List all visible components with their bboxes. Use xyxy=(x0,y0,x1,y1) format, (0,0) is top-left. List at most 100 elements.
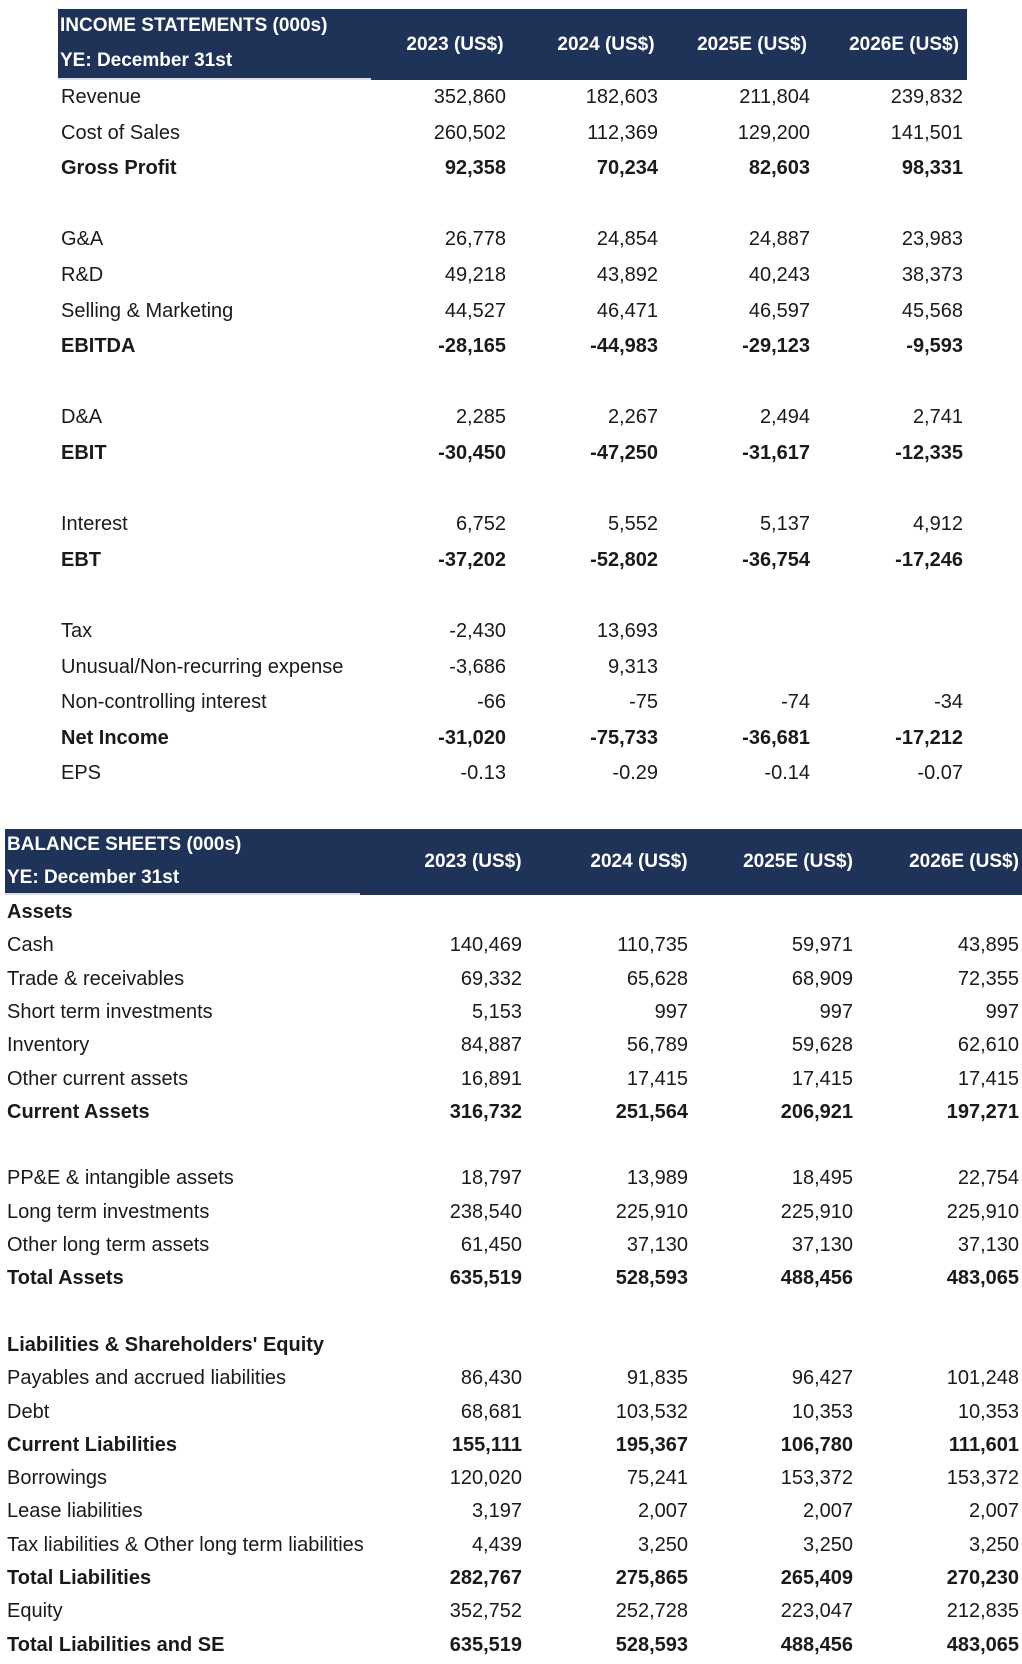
table-row: Total Liabilities and SE 635,519 528,593 48… xyxy=(0,1631,1022,1661)
cell-value: 212,835 xyxy=(946,1600,1019,1623)
cell-value: 140,469 xyxy=(449,934,522,957)
cell-value: 2,007 xyxy=(802,1500,853,1523)
cell-value: -44,983 xyxy=(590,335,658,358)
column-header-2026e: 2026E (US$) xyxy=(909,851,1019,872)
row-label: R&D xyxy=(61,264,104,286)
balance-sheet-title: BALANCE SHEETS (000s) xyxy=(7,834,242,855)
cell-value: -9,593 xyxy=(906,335,963,358)
table-row: Equity 352,752 252,728 223,047 212,835 xyxy=(0,1597,1022,1627)
cell-value: 26,778 xyxy=(444,228,506,251)
cell-value: 17,415 xyxy=(957,1067,1019,1090)
cell-value: 65,628 xyxy=(626,967,688,990)
cell-value: -37,202 xyxy=(438,548,506,571)
cell-value: 528,593 xyxy=(615,1633,688,1656)
cell-value: 10,353 xyxy=(791,1400,853,1423)
cell-value: 23,983 xyxy=(901,228,963,251)
cell-value: 43,895 xyxy=(957,934,1019,957)
cell-value: 155,111 xyxy=(451,1433,522,1456)
cell-value: 70,234 xyxy=(596,157,658,180)
cell-value: 239,832 xyxy=(890,86,963,108)
cell-value: 9,313 xyxy=(607,655,658,678)
table-row: G&A 26,778 24,854 24,887 23,983 xyxy=(0,225,1022,255)
cell-value: 635,519 xyxy=(449,1267,522,1290)
cell-value: 22,754 xyxy=(957,1167,1019,1190)
cell-value: 86,430 xyxy=(460,1367,522,1390)
row-label: Interest xyxy=(61,513,128,536)
cell-value: 2,007 xyxy=(968,1500,1019,1523)
cell-value: 103,532 xyxy=(615,1400,688,1423)
row-label: Other long term assets xyxy=(7,1234,210,1256)
cell-value: 18,797 xyxy=(460,1167,522,1190)
cell-value: 44,527 xyxy=(444,299,506,322)
cell-value: 17,415 xyxy=(626,1067,688,1090)
cell-value: 69,332 xyxy=(460,967,522,990)
table-row: EBT -37,202 -52,802 -36,754 -17,246 xyxy=(0,546,1022,576)
table-row: Interest 6,752 5,552 5,137 4,912 xyxy=(0,510,1022,540)
cell-value: -12,335 xyxy=(895,442,963,464)
row-label: Tax liabilities & Other long term liabil… xyxy=(7,1533,364,1556)
cell-value: 2,285 xyxy=(455,406,506,429)
table-row: Long term investments 238,540 225,910 225,9… xyxy=(0,1198,1022,1228)
cell-value: 211,804 xyxy=(739,86,810,108)
cell-value: 17,415 xyxy=(791,1067,853,1090)
cell-value: 528,593 xyxy=(615,1267,688,1290)
cell-value: 2,267 xyxy=(607,406,658,429)
cell-value: 49,218 xyxy=(444,264,506,286)
cell-value: 488,456 xyxy=(780,1633,853,1656)
table-row: Inventory 84,887 56,789 59,628 62,610 xyxy=(0,1031,1022,1061)
cell-value: -0.29 xyxy=(612,762,658,785)
table-row: Unusual/Non-recurring expense -3,686 9,313 xyxy=(0,653,1022,683)
cell-value: -47,250 xyxy=(590,442,658,464)
row-label: Equity xyxy=(7,1600,63,1623)
row-label: Cash xyxy=(7,934,54,957)
row-label: Net Income xyxy=(61,726,169,749)
column-header-2024: 2024 (US$) xyxy=(590,851,688,872)
row-label: Revenue xyxy=(61,86,142,108)
cell-value: 997 xyxy=(819,1000,853,1023)
cell-value: 40,243 xyxy=(748,264,810,286)
cell-value: 92,358 xyxy=(444,157,506,180)
cell-value: 195,367 xyxy=(615,1433,688,1456)
cell-value: -0.07 xyxy=(917,762,963,785)
table-row: Current Liabilities 155,111 195,367 106,780… xyxy=(0,1431,1022,1461)
cell-value: -28,165 xyxy=(438,335,506,358)
row-label: Current Liabilities xyxy=(7,1433,178,1456)
row-label: Total Assets xyxy=(7,1267,124,1290)
table-row: Assets xyxy=(0,898,1022,928)
cell-value: 483,065 xyxy=(946,1267,1019,1290)
cell-value: 5,153 xyxy=(471,1000,522,1023)
row-label: PP&E & intangible assets xyxy=(7,1167,234,1190)
table-row: Current Assets 316,732 251,564 206,921 197,2… xyxy=(0,1098,1022,1128)
column-header-2026e: 2026E (US$) xyxy=(849,33,959,55)
cell-value: 37,130 xyxy=(791,1234,853,1256)
table-row: Total Liabilities 282,767 275,865 265,409 27… xyxy=(0,1564,1022,1594)
cell-value: 18,495 xyxy=(791,1167,853,1190)
column-header-2025e: 2025E (US$) xyxy=(743,851,853,872)
cell-value: -17,246 xyxy=(895,548,963,571)
income-statement-title: INCOME STATEMENTS (000s) xyxy=(60,15,328,36)
table-row: Gross Profit 92,358 70,234 82,603 98,331 xyxy=(0,154,1022,184)
table-row: Cash 140,469 110,735 59,971 43,895 xyxy=(0,931,1022,961)
cell-value: 111,601 xyxy=(948,1433,1019,1456)
cell-value: 153,372 xyxy=(946,1467,1019,1490)
cell-value: 59,628 xyxy=(791,1034,853,1057)
row-label: EPS xyxy=(61,762,102,785)
row-label: Payables and accrued liabilities xyxy=(7,1367,287,1390)
cell-value: 206,921 xyxy=(780,1100,853,1123)
header-divider xyxy=(58,78,371,80)
row-label: Other current assets xyxy=(7,1067,189,1090)
row-label: Total Liabilities xyxy=(7,1567,152,1589)
cell-value: 635,519 xyxy=(449,1633,522,1656)
row-label: Lease liabilities xyxy=(7,1500,143,1523)
cell-value: 129,200 xyxy=(737,121,810,144)
row-label: Gross Profit xyxy=(61,157,177,180)
cell-value: 98,331 xyxy=(901,157,963,180)
cell-value: 101,248 xyxy=(946,1367,1019,1390)
cell-value: -31,617 xyxy=(742,442,810,464)
table-row: Borrowings 120,020 75,241 153,372 153,372 xyxy=(0,1464,1022,1494)
cell-value: 488,456 xyxy=(780,1267,853,1290)
cell-value: 96,427 xyxy=(791,1367,853,1390)
row-label: Short term investments xyxy=(7,1000,213,1023)
cell-value: 72,355 xyxy=(957,967,1019,990)
header-divider xyxy=(5,893,360,895)
